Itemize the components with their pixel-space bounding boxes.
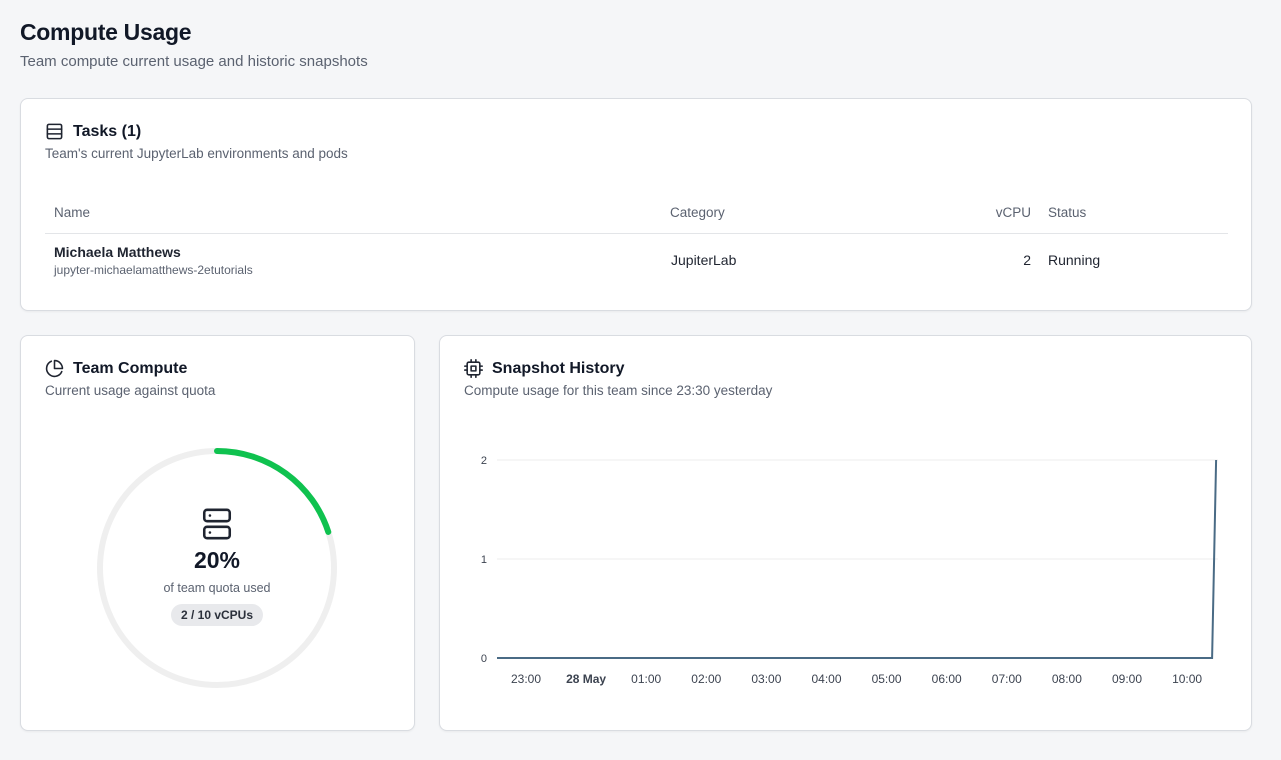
- x-tick-label: 10:00: [1172, 672, 1202, 686]
- table-divider: [45, 233, 1228, 234]
- gauge-progress: [97, 448, 337, 688]
- team-compute-title: Team Compute: [73, 359, 188, 377]
- page-title: Compute Usage: [20, 19, 192, 45]
- pie-chart-icon: [45, 359, 64, 378]
- server-icon: [200, 507, 234, 541]
- x-tick-label: 04:00: [811, 672, 841, 686]
- x-tick-label: 01:00: [631, 672, 661, 686]
- page-subtitle: Team compute current usage and historic …: [20, 53, 368, 70]
- x-tick-label: 08:00: [1052, 672, 1082, 686]
- snapshot-history-card: Snapshot History Compute usage for this …: [439, 335, 1252, 731]
- snapshot-chart: 0 1 2 23:00 28 May 01:00 02:00 03:00 04:00 05:00 0…: [481, 455, 1218, 686]
- x-tick-label: 28 May: [566, 672, 606, 686]
- task-status: Running: [1048, 252, 1101, 268]
- column-header-status[interactable]: Status: [1048, 205, 1087, 220]
- team-compute-card: Team Compute Current usage against quota…: [20, 335, 415, 731]
- quota-percent: 20%: [193, 547, 241, 573]
- y-tick-label: 1: [481, 554, 487, 566]
- tasks-title: Tasks (1): [73, 122, 142, 140]
- snapshot-description: Compute usage for this team since 23:30 …: [464, 383, 773, 398]
- tasks-card-header: Tasks (1): [45, 122, 141, 141]
- task-pod-name: jupyter-michaelamatthews-2etutorials: [54, 263, 253, 277]
- y-tick-label: 0: [481, 653, 487, 665]
- x-tick-label: 03:00: [751, 672, 781, 686]
- series-line: [497, 459, 1218, 659]
- snapshot-title: Snapshot History: [492, 359, 625, 377]
- column-header-vcpu[interactable]: vCPU: [995, 205, 1031, 220]
- x-tick-label: 09:00: [1112, 672, 1142, 686]
- team-compute-description: Current usage against quota: [45, 383, 216, 398]
- x-tick-label: 06:00: [932, 672, 962, 686]
- task-name: Michaela Matthews: [54, 244, 181, 260]
- quota-caption: of team quota used: [163, 581, 271, 595]
- tasks-description: Team's current JupyterLab environments a…: [45, 146, 348, 161]
- y-tick-label: 2: [481, 455, 487, 467]
- task-vcpu: 2: [1023, 252, 1031, 268]
- team-compute-header: Team Compute: [45, 359, 187, 378]
- tasks-card: Tasks (1) Team's current JupyterLab envi…: [20, 98, 1252, 311]
- cpu-icon: [464, 359, 483, 378]
- table-icon: [45, 122, 64, 141]
- x-tick-label: 23:00: [511, 672, 541, 686]
- quota-gauge: 20% of team quota used 2 / 10 vCPUs: [96, 447, 338, 689]
- column-header-category[interactable]: Category: [670, 205, 725, 220]
- x-tick-label: 02:00: [691, 672, 721, 686]
- column-header-name[interactable]: Name: [54, 205, 91, 220]
- x-tick-label: 07:00: [992, 672, 1022, 686]
- task-category: JupiterLab: [671, 252, 737, 268]
- vcpu-badge: 2 / 10 vCPUs: [170, 604, 264, 626]
- x-tick-label: 05:00: [872, 672, 902, 686]
- snapshot-header: Snapshot History: [464, 359, 624, 378]
